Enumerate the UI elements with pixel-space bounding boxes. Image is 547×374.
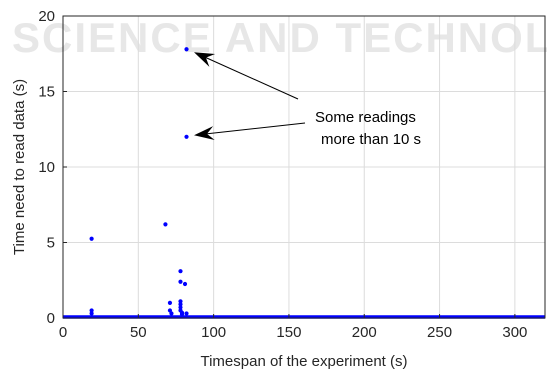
y-tick-label: 20 xyxy=(38,8,55,25)
data-point xyxy=(179,312,185,317)
data-point xyxy=(178,302,183,307)
data-point xyxy=(178,279,183,284)
x-tick-label: 100 xyxy=(201,324,226,341)
x-tick-label: 200 xyxy=(352,324,377,341)
annotation-arrow-line xyxy=(203,122,306,135)
data-point xyxy=(182,281,188,287)
y-tick-label: 5 xyxy=(47,235,55,252)
y-tick-label: 10 xyxy=(38,159,55,176)
y-tick-label: 15 xyxy=(38,84,55,101)
x-tick-label: 50 xyxy=(130,324,147,341)
annotation-arrow-head xyxy=(194,126,215,141)
data-point xyxy=(184,47,189,52)
annotation-arrow-line xyxy=(203,56,299,100)
data-point xyxy=(163,222,168,227)
x-axis-ticks: 0 50 100 150 200 250 300 xyxy=(59,314,527,341)
y-tick-label: 0 xyxy=(47,310,55,327)
data-point xyxy=(169,311,174,316)
watermark-text: SCIENCE AND TECHNOLOGY xyxy=(12,14,547,61)
data-point xyxy=(178,305,183,310)
y-axis-label: Time need to read data (s) xyxy=(11,79,28,255)
x-axis-label: Timespan of the experiment (s) xyxy=(200,353,407,370)
data-point xyxy=(184,134,189,139)
annotation-arrows xyxy=(194,52,306,141)
data-points xyxy=(89,47,189,317)
baseline-band xyxy=(63,315,545,319)
data-point xyxy=(178,299,183,304)
x-tick-label: 250 xyxy=(427,324,452,341)
data-point xyxy=(89,311,94,316)
data-point xyxy=(89,236,94,241)
data-point xyxy=(184,311,189,316)
baseline-series xyxy=(63,315,545,319)
grid-lines xyxy=(62,15,545,319)
y-axis-ticks: 0 5 10 15 20 xyxy=(38,8,67,327)
data-point xyxy=(89,308,94,313)
x-tick-label: 300 xyxy=(502,324,527,341)
annotation-line-2: more than 10 s xyxy=(321,131,421,148)
annotation-arrow-head xyxy=(194,52,216,67)
data-point xyxy=(167,300,173,305)
annotation-line-1: Some readings xyxy=(315,109,416,126)
x-tick-label: 0 xyxy=(59,324,67,341)
x-tick-label: 150 xyxy=(276,324,301,341)
data-point xyxy=(178,269,183,274)
